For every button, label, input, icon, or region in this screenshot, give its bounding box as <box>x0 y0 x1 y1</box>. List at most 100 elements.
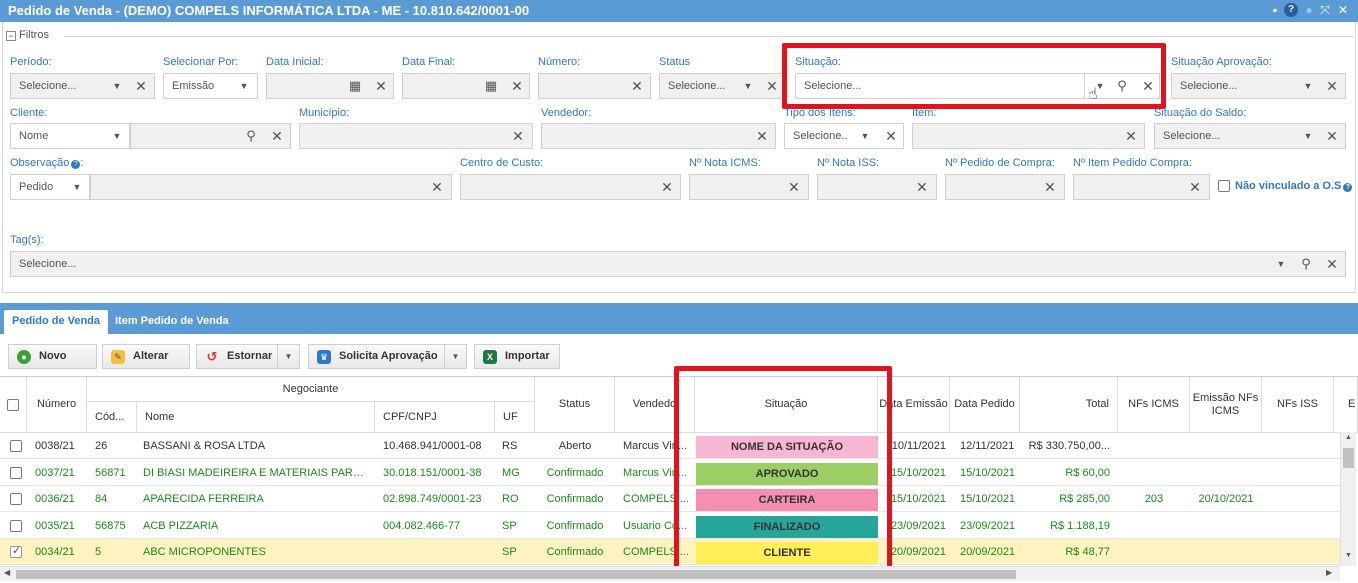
header-cod[interactable]: Cód... <box>87 402 137 433</box>
close-icon[interactable]: ✕ <box>1337 3 1349 17</box>
chevron-down-icon[interactable]: ▼ <box>112 131 122 141</box>
row-checkbox[interactable] <box>10 519 22 532</box>
clear-icon[interactable]: ✕ <box>1326 78 1338 94</box>
help-icon[interactable]: ? <box>1284 3 1298 17</box>
clear-icon[interactable]: ✕ <box>1142 78 1154 94</box>
row-checkbox[interactable] <box>10 466 22 479</box>
clear-icon[interactable]: ✕ <box>916 179 928 195</box>
scroll-down-icon[interactable]: ▼ <box>1345 552 1352 559</box>
scroll-thumb[interactable] <box>1343 448 1354 468</box>
vertical-scrollbar[interactable]: ▲ ▼ <box>1340 432 1356 566</box>
clear-icon[interactable]: ✕ <box>885 128 897 144</box>
clear-icon[interactable]: ✕ <box>756 128 768 144</box>
header-nfs-icms[interactable]: NFs ICMS <box>1118 377 1190 433</box>
tags-select[interactable]: Selecione... ▼ ⚲ ✕ <box>10 251 1346 277</box>
table-row[interactable]: 0038/21 26 BASSANI & ROSA LTDA 10.468.941/0… <box>0 433 1340 459</box>
chevron-down-icon[interactable]: ▼ <box>743 81 753 91</box>
clear-icon[interactable]: ✕ <box>631 78 643 94</box>
clear-icon[interactable]: ✕ <box>766 78 778 94</box>
item-pedido-compra-input[interactable]: ✕ <box>1073 174 1210 200</box>
clear-icon[interactable]: ✕ <box>1326 256 1338 272</box>
clear-icon[interactable]: ✕ <box>1189 179 1201 195</box>
clear-icon[interactable]: ✕ <box>271 128 283 144</box>
calendar-icon[interactable]: ▦ <box>348 78 362 93</box>
novo-button[interactable]: ● Novo <box>8 344 97 369</box>
circle-icon[interactable]: ● <box>1305 3 1313 17</box>
clear-icon[interactable]: ✕ <box>1326 128 1338 144</box>
minimize-icon[interactable]: ▪ <box>1272 3 1278 17</box>
header-total[interactable]: Total <box>1020 377 1118 433</box>
help-icon[interactable]: ? <box>1343 183 1353 192</box>
observacao-input[interactable]: ✕ <box>90 174 452 200</box>
chevron-down-icon[interactable]: ▼ <box>860 131 870 141</box>
select-all-checkbox[interactable] <box>7 398 19 411</box>
header-emissao-nfs-icms[interactable]: Emissão NFs ICMS <box>1190 377 1262 433</box>
importar-button[interactable]: X Importar <box>474 344 560 369</box>
chevron-down-icon[interactable]: ▼ <box>1303 81 1313 91</box>
tab-pedido-de-venda[interactable]: Pedido de Venda <box>4 310 109 334</box>
cliente-input[interactable]: ⚲ ✕ <box>130 123 291 149</box>
table-row[interactable]: 0035/21 56875 ACB PIZZARIA 004.082.466-77 SP… <box>0 513 1340 539</box>
header-nome[interactable]: Nome <box>137 402 375 433</box>
table-row[interactable]: 0036/21 84 APARECIDA FERREIRA 02.898.749/00… <box>0 486 1340 512</box>
row-checkbox[interactable] <box>10 440 22 452</box>
header-cpf[interactable]: CPF/CNPJ <box>375 402 495 433</box>
selecionar-por-select[interactable]: Emissão ▼ <box>163 73 258 99</box>
observacao-mode-select[interactable]: Pedido ▼ <box>10 174 90 200</box>
situacao-aprovacao-select[interactable]: Selecione... ▼ ✕ <box>1171 73 1346 99</box>
cliente-mode-select[interactable]: Nome ▼ <box>10 123 130 149</box>
clear-icon[interactable]: ✕ <box>512 128 524 144</box>
fullscreen-icon[interactable]: ⤧ <box>1320 3 1330 17</box>
search-icon[interactable]: ⚲ <box>1117 78 1127 93</box>
periodo-select[interactable]: Selecione... ▼ ✕ <box>10 73 155 99</box>
chevron-down-icon[interactable]: ▼ <box>1303 131 1313 141</box>
row-checkbox[interactable] <box>10 544 22 558</box>
collapse-icon[interactable]: − <box>6 31 16 41</box>
header-nfs-iss[interactable]: NFs ISS <box>1262 377 1334 433</box>
numero-input[interactable]: ✕ <box>538 73 651 99</box>
header-data-pedido[interactable]: Data Pedido <box>950 377 1020 433</box>
centro-custo-input[interactable]: ✕ <box>460 174 681 200</box>
chevron-down-icon[interactable]: ▼ <box>1276 259 1286 269</box>
clear-icon[interactable]: ✕ <box>1044 179 1056 195</box>
header-uf[interactable]: UF <box>495 402 535 433</box>
search-icon[interactable]: ⚲ <box>246 128 256 143</box>
clear-icon[interactable]: ✕ <box>431 179 443 195</box>
clear-icon[interactable]: ✕ <box>511 78 523 94</box>
help-icon[interactable]: ? <box>71 160 81 169</box>
scroll-right-icon[interactable]: ▶ <box>1326 568 1333 577</box>
scroll-up-icon[interactable]: ▲ <box>1345 434 1352 441</box>
nota-iss-input[interactable]: ✕ <box>817 174 937 200</box>
nao-vinculado-checkbox[interactable] <box>1218 180 1230 192</box>
search-icon[interactable]: ⚲ <box>1301 256 1311 271</box>
calendar-icon[interactable]: ▦ <box>484 78 498 93</box>
clear-icon[interactable]: ✕ <box>788 179 800 195</box>
header-numero[interactable]: Número <box>27 377 87 433</box>
tab-item-pedido-de-venda[interactable]: Item Pedido de Venda <box>115 315 229 327</box>
pedido-compra-input[interactable]: ✕ <box>945 174 1065 200</box>
municipio-input[interactable]: ✕ <box>299 123 533 149</box>
clear-icon[interactable]: ✕ <box>375 78 387 94</box>
chevron-down-icon[interactable]: ▼ <box>72 182 82 192</box>
clear-icon[interactable]: ✕ <box>661 179 673 195</box>
estornar-button[interactable]: ↺ Estornar ▼ <box>196 344 300 369</box>
data-inicial-input[interactable]: ▦ ✕ <box>266 73 394 99</box>
scroll-left-icon[interactable]: ◀ <box>4 568 11 577</box>
header-extra[interactable]: E <box>1334 377 1358 433</box>
tipo-itens-select[interactable]: Selecione.. ▼ ✕ <box>784 123 904 149</box>
horizontal-scrollbar[interactable]: ◀ ▶ <box>0 566 1340 581</box>
header-vendedor[interactable]: Vendedo <box>615 377 695 433</box>
chevron-down-icon[interactable]: ▼ <box>1095 81 1105 91</box>
chevron-down-icon[interactable]: ▼ <box>112 81 122 91</box>
situacao-saldo-select[interactable]: Selecione... ▼ ✕ <box>1154 123 1346 149</box>
chevron-down-icon[interactable]: ▼ <box>277 345 299 368</box>
chevron-down-icon[interactable]: ▼ <box>239 81 249 91</box>
filters-legend[interactable]: − Filtros <box>4 29 53 43</box>
alterar-button[interactable]: ✎ Alterar <box>102 344 190 369</box>
header-status[interactable]: Status <box>535 377 615 433</box>
item-input[interactable]: ✕ <box>912 123 1145 149</box>
scroll-thumb[interactable] <box>16 570 1016 579</box>
table-row[interactable]: 0037/21 56871 DI BIASI MADEIREIRA E MATERI… <box>0 460 1340 486</box>
clear-icon[interactable]: ✕ <box>135 78 147 94</box>
